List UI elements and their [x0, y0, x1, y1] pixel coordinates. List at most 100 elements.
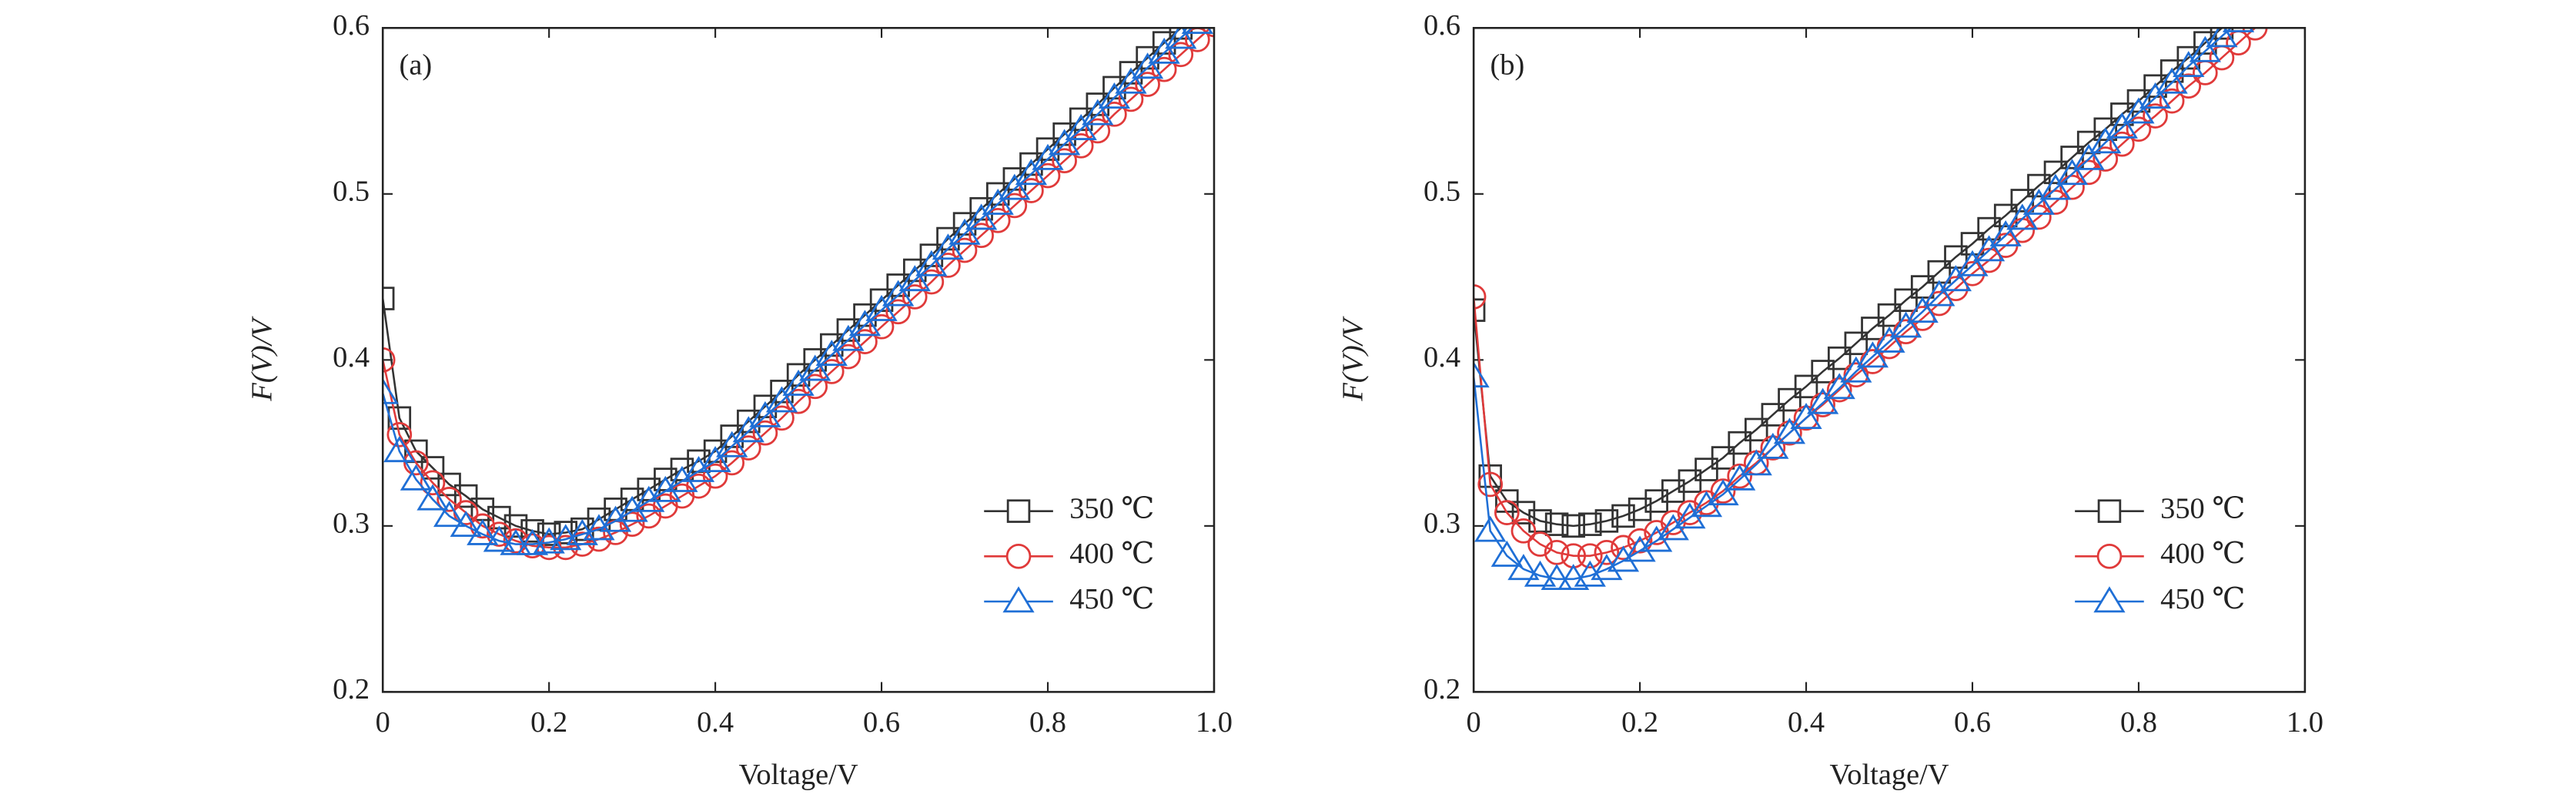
marker — [702, 463, 728, 489]
marker — [716, 431, 748, 457]
marker — [1873, 326, 1905, 353]
marker — [583, 514, 615, 541]
marker — [848, 310, 882, 337]
plot-area — [1474, 0, 2300, 591]
marker — [1906, 297, 1939, 323]
marker — [1594, 509, 1619, 533]
legend-label: 350 ℃ — [2160, 492, 2245, 524]
legend-item: 350 ℃ — [984, 492, 1154, 524]
marker — [2042, 189, 2069, 215]
marker — [2210, 28, 2234, 40]
marker — [633, 485, 665, 512]
marker — [1490, 540, 1523, 567]
legend-marker — [2093, 586, 2126, 613]
marker — [982, 188, 1014, 215]
marker — [2139, 82, 2172, 109]
series-line — [383, 28, 1194, 545]
marker — [383, 436, 416, 463]
marker — [1894, 288, 1918, 313]
marker — [765, 386, 798, 413]
marker — [1740, 449, 1772, 476]
marker — [1561, 514, 1585, 538]
marker — [1035, 163, 1061, 189]
legend-marker — [2096, 544, 2123, 569]
marker — [932, 233, 965, 260]
marker — [918, 269, 945, 295]
marker — [403, 450, 429, 476]
marker — [487, 521, 512, 547]
marker — [1724, 464, 1756, 491]
y-tick-label: 0.3 — [1423, 508, 1460, 540]
marker — [769, 405, 795, 431]
marker — [1032, 143, 1064, 170]
marker — [2189, 35, 2221, 62]
marker — [1507, 554, 1540, 581]
marker — [553, 535, 579, 561]
marker — [1939, 265, 1972, 292]
marker — [885, 299, 911, 325]
marker — [1494, 500, 1520, 525]
marker — [1065, 114, 1097, 140]
marker — [785, 388, 811, 414]
marker — [1707, 479, 1739, 506]
x-tick-label: 0 — [1467, 706, 1481, 739]
marker — [1757, 432, 1789, 459]
marker — [1826, 377, 1852, 403]
x-tick-label: 0.8 — [1029, 706, 1066, 739]
marker — [935, 253, 961, 278]
marker — [969, 223, 994, 249]
legend-marker — [1002, 586, 1035, 613]
marker — [1527, 531, 1553, 557]
marker — [1118, 86, 1144, 112]
legend-label: 450 ℃ — [2160, 583, 2245, 615]
marker — [1790, 403, 1822, 429]
marker — [1956, 250, 1989, 276]
marker — [453, 484, 478, 508]
marker — [2056, 159, 2089, 186]
marker — [2206, 28, 2238, 48]
marker — [699, 446, 731, 472]
marker — [2109, 131, 2135, 157]
marker — [732, 416, 764, 443]
marker — [1728, 431, 1751, 455]
marker — [2241, 0, 2269, 16]
marker — [1068, 132, 1094, 159]
marker — [1628, 498, 1652, 521]
marker — [2089, 127, 2122, 154]
legend-marker — [2097, 499, 2122, 523]
marker — [450, 511, 482, 538]
marker — [2076, 159, 2102, 186]
legend-item: 450 ℃ — [984, 583, 1154, 615]
marker — [2277, 0, 2300, 12]
marker — [1052, 148, 1077, 174]
marker — [985, 207, 1011, 233]
marker — [832, 324, 865, 351]
panel: 0 0.2 0.4 0.6 0.8 1.00.20.30.40.50.6Voltage/V… — [1337, 0, 2323, 791]
x-tick-label: 0 — [376, 706, 390, 739]
marker — [1594, 540, 1620, 565]
marker — [735, 435, 761, 461]
x-tick-label: 1.0 — [1196, 706, 1233, 739]
marker — [2093, 117, 2118, 142]
marker — [1611, 504, 1635, 528]
marker — [1131, 52, 1164, 79]
marker — [682, 455, 715, 482]
marker — [965, 203, 998, 230]
marker — [2159, 88, 2185, 114]
marker — [1085, 118, 1111, 144]
marker — [2222, 28, 2255, 32]
marker — [1856, 341, 1889, 368]
marker — [383, 347, 396, 373]
marker — [1607, 545, 1640, 572]
marker — [437, 487, 462, 512]
marker — [516, 528, 549, 555]
marker — [1844, 331, 1868, 356]
x-tick-label: 0.6 — [1954, 706, 1991, 739]
marker — [1200, 0, 1228, 18]
marker — [420, 470, 446, 496]
marker — [2006, 203, 2039, 230]
x-axis-label: Voltage/V — [739, 759, 858, 791]
panel: 0 0.2 0.4 0.6 0.8 1.00.20.30.40.50.6Voltage/V… — [246, 0, 1233, 791]
marker — [1148, 37, 1180, 64]
